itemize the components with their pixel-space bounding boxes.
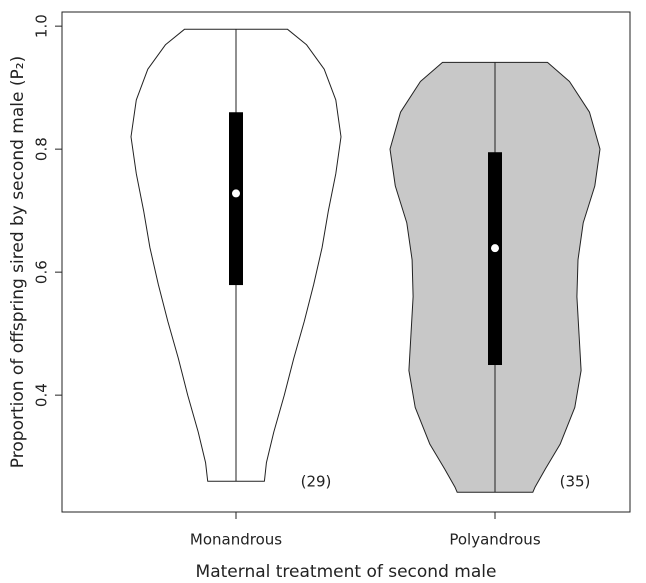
median [491, 244, 499, 253]
y-tick-label: 0.6 [33, 260, 51, 284]
y-tick-label: 0.4 [33, 383, 51, 407]
median [232, 189, 240, 198]
y-axis-label: Proportion of offspring sired by second … [8, 56, 28, 468]
plot-frame [61, 11, 631, 513]
x-axis-label: Maternal treatment of second male [196, 562, 497, 582]
x-tick-label: Polyandrous [449, 531, 540, 549]
box [488, 152, 502, 366]
annotation: (29) [301, 473, 332, 491]
box [229, 112, 243, 286]
annotation: (35) [560, 473, 591, 491]
x-tick-label: Monandrous [190, 531, 282, 549]
y-tick-label: 0.8 [33, 137, 51, 161]
y-tick-label: 1.0 [33, 14, 51, 38]
